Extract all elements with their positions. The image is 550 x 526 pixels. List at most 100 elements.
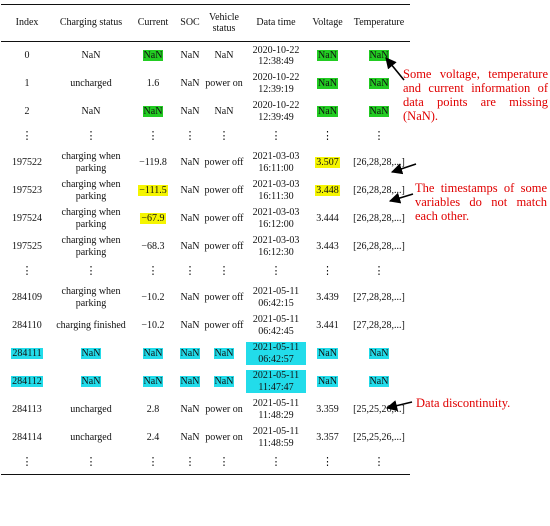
arrow-timestamp-voltage <box>390 163 417 175</box>
cell-soc: NaN <box>177 149 203 177</box>
cell-charging-status: NaN <box>53 340 129 368</box>
data-table: Index Charging status Current SOC Vehicl… <box>1 4 410 475</box>
cell-value: NaN <box>317 77 338 90</box>
cell-value: 2 <box>24 105 30 117</box>
cell-value: ⋮ <box>21 130 33 143</box>
table-row: 284109 charging when parking −10.2 NaN power… <box>1 284 410 312</box>
cell-index: 284114 <box>1 424 53 452</box>
cell-value: NaN <box>180 319 200 331</box>
cell-value: NaN <box>317 105 338 118</box>
table-row: 1 uncharged 1.6 NaN power on 2020-10-22 12:39… <box>1 70 410 98</box>
cell-value: [25,25,26,...] <box>353 431 405 443</box>
cell-current: NaN <box>129 42 177 70</box>
cell-index: ⋮ <box>1 451 53 475</box>
cell-temperature: ⋮ <box>348 261 410 284</box>
cell-voltage: 3.359 <box>307 396 348 424</box>
cell-value: −119.8 <box>139 156 167 168</box>
cell-value: NaN <box>213 375 235 388</box>
cell-value: NaN <box>180 403 200 415</box>
cell-value: [26,28,28,...] <box>353 240 405 252</box>
ellipsis-row: ⋮ ⋮ ⋮ ⋮ ⋮ ⋮ ⋮ ⋮ <box>1 126 410 149</box>
cell-value: power off <box>204 240 244 252</box>
cell-value: NaN <box>317 347 338 360</box>
cell-voltage: 3.441 <box>307 312 348 340</box>
cell-value: power off <box>204 156 244 168</box>
cell-temperature: [25,25,26,...] <box>348 424 410 452</box>
cell-data-time: 2021-03-03 16:11:00 <box>245 149 307 177</box>
cell-value: NaN <box>180 212 200 224</box>
cell-current: −68.3 <box>129 233 177 261</box>
cell-charging-status: charging when parking <box>53 149 129 177</box>
cell-vehicle-status: ⋮ <box>203 451 245 475</box>
table-row: 284110 charging finished −10.2 NaN power off… <box>1 312 410 340</box>
arrow-missing-values <box>385 57 405 81</box>
cell-vehicle-status: power off <box>203 205 245 233</box>
cell-value: ⋮ <box>85 130 97 143</box>
cell-charging-status: ⋮ <box>53 126 129 149</box>
cell-value: uncharged <box>70 403 112 415</box>
cell-temperature: [26,28,28,...] <box>348 149 410 177</box>
cell-temperature: NaN <box>348 42 410 70</box>
cell-voltage: ⋮ <box>307 451 348 475</box>
cell-value: NaN <box>180 431 200 443</box>
cell-current: 1.6 <box>129 70 177 98</box>
cell-value: charging when parking <box>61 179 121 202</box>
cell-value: 2021-05-11 06:42:15 <box>252 286 300 309</box>
cell-temperature: [25,25,26,...] <box>348 396 410 424</box>
cell-value: ⋮ <box>270 130 282 143</box>
cell-value: ⋮ <box>270 456 282 469</box>
cell-vehicle-status: NaN <box>203 340 245 368</box>
cell-value: power off <box>204 212 244 224</box>
cell-charging-status: uncharged <box>53 396 129 424</box>
cell-value: NaN <box>368 77 390 90</box>
cell-index: 284112 <box>1 368 53 396</box>
cell-value: 2021-05-11 11:48:29 <box>252 398 300 421</box>
cell-value: 2020-10-22 12:38:49 <box>252 44 300 67</box>
table-row: 284113 uncharged 2.8 NaN power on 2021-05-11 … <box>1 396 410 424</box>
cell-value: [27,28,28,...] <box>353 319 405 331</box>
header-voltage: Voltage <box>307 4 348 42</box>
cell-current: −67.9 <box>129 205 177 233</box>
cell-temperature: NaN <box>348 98 410 126</box>
ellipsis-row: ⋮ ⋮ ⋮ ⋮ ⋮ ⋮ ⋮ ⋮ <box>1 261 410 284</box>
cell-temperature: ⋮ <box>348 126 410 149</box>
cell-value: [26,28,28,...] <box>353 212 405 224</box>
cell-soc: NaN <box>177 368 203 396</box>
cell-vehicle-status: NaN <box>203 42 245 70</box>
cell-value: NaN <box>80 347 102 360</box>
cell-value: ⋮ <box>184 456 196 469</box>
table-row: 284112 NaN NaN NaN NaN 2021-05-11 11:47:47 NaN… <box>1 368 410 396</box>
cell-value: 2.8 <box>146 403 160 415</box>
header-temperature: Temperature <box>348 4 410 42</box>
cell-value: NaN <box>81 50 101 62</box>
cell-value: ⋮ <box>184 130 196 143</box>
cell-voltage: 3.444 <box>307 205 348 233</box>
cell-value: 197523 <box>12 184 42 196</box>
cell-index: 197522 <box>1 149 53 177</box>
cell-soc: NaN <box>177 70 203 98</box>
annotation-data-discontinuity: Data discontinuity. <box>416 396 511 410</box>
cell-value: 3.443 <box>316 240 339 252</box>
cell-current: 2.8 <box>129 396 177 424</box>
cell-current: ⋮ <box>129 126 177 149</box>
table-row: 197523 charging when parking −111.5 NaN powe… <box>1 177 410 205</box>
cell-value: −111.5 <box>138 184 168 197</box>
cell-temperature: NaN <box>348 368 410 396</box>
cell-value: ⋮ <box>322 265 333 278</box>
cell-value: 2021-03-03 16:11:30 <box>252 179 300 202</box>
cell-value: charging when parking <box>61 151 121 174</box>
cell-value: NaN <box>142 50 164 62</box>
cell-data-time: ⋮ <box>245 451 307 475</box>
cell-value: NaN <box>368 347 390 360</box>
table-row: 0 NaN NaN NaN NaN 2020-10-22 12:38:49 NaN NaN <box>1 42 410 70</box>
cell-value: ⋮ <box>85 265 97 278</box>
cell-vehicle-status: ⋮ <box>203 126 245 149</box>
cell-voltage: 3.507 <box>307 149 348 177</box>
cell-value: NaN <box>180 105 200 117</box>
cell-soc: NaN <box>177 312 203 340</box>
cell-value: ⋮ <box>21 456 33 469</box>
cell-value: 3.357 <box>316 431 339 443</box>
cell-index: ⋮ <box>1 126 53 149</box>
cell-soc: NaN <box>177 284 203 312</box>
cell-value: 1 <box>24 77 30 89</box>
